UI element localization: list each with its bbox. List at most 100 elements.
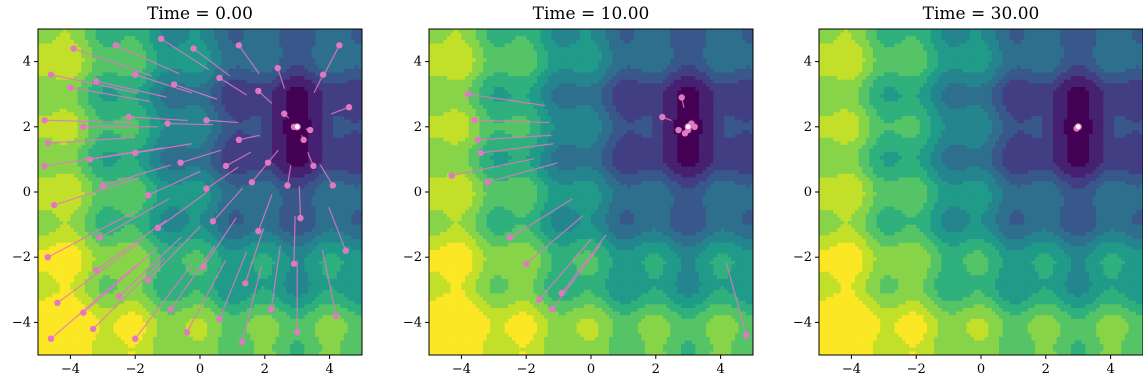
particle-point (235, 42, 243, 49)
particle-trail (115, 44, 180, 75)
y-tick-label: −4 (793, 315, 812, 330)
x-tick-label: 4 (716, 362, 724, 377)
y-tick-label: 4 (23, 55, 31, 70)
particle-point (274, 64, 281, 72)
particle-point (167, 306, 175, 313)
particle-point (70, 45, 77, 52)
contour-background (38, 29, 362, 355)
particle-trail (186, 260, 227, 333)
particle-trail (525, 215, 584, 265)
particle-trail (44, 151, 134, 167)
particle-point (294, 328, 301, 336)
y-tick-label: −2 (12, 250, 31, 265)
x-tick-label: 0 (196, 362, 204, 377)
particle-point (44, 139, 51, 147)
particle-trail (241, 266, 262, 343)
particle-point (115, 293, 123, 300)
particle-point (484, 179, 491, 186)
particle-trail (509, 198, 573, 239)
particle-point (67, 84, 74, 91)
particle-trail (170, 245, 216, 310)
particle-point (112, 42, 119, 49)
particle-trail (135, 143, 192, 154)
particle-trail (173, 83, 218, 100)
particle-point (300, 136, 307, 144)
particle-trail (57, 240, 142, 304)
x-tick-label: 4 (325, 362, 333, 377)
particle-point (235, 136, 243, 144)
particle-point (216, 315, 223, 323)
particle-point (678, 94, 685, 101)
particle-point (238, 338, 246, 346)
particle-trail (321, 249, 337, 317)
particle-point (170, 81, 178, 88)
particle-trail (238, 44, 260, 75)
particle-point (183, 328, 191, 336)
x-tick-label: 2 (652, 362, 660, 377)
particle-trail (47, 136, 136, 144)
particle-point (548, 306, 556, 313)
particle-point (329, 182, 337, 189)
particle-trail (218, 251, 248, 320)
particle-trail (270, 245, 281, 310)
particle-trail (561, 234, 607, 294)
particle-point (144, 192, 152, 199)
y-tick-label: 2 (804, 120, 812, 135)
particle-point (659, 113, 666, 121)
x-tick-label: 0 (587, 362, 595, 377)
particle-trail (118, 236, 182, 297)
particle-trail (487, 162, 558, 183)
y-tick-label: 0 (414, 185, 422, 200)
particle-point (144, 276, 152, 284)
particle-trail (54, 177, 140, 206)
x-tick-label: 2 (1042, 362, 1050, 377)
particle-trail (128, 116, 188, 122)
particle-point (209, 218, 217, 225)
x-tick-label: −2 (517, 362, 536, 377)
particle-trail (95, 219, 167, 271)
x-tick-label: −2 (126, 362, 145, 377)
particle-point (44, 254, 51, 261)
particle-point (255, 87, 262, 95)
particle-point (242, 280, 249, 287)
particle-point (51, 201, 58, 209)
particle-point (157, 35, 165, 42)
particle-point (132, 335, 139, 342)
particle-point (345, 104, 353, 111)
particle-point (268, 306, 275, 313)
particle-trail (480, 143, 554, 154)
particle-point (284, 182, 291, 189)
particle-trail (102, 164, 172, 187)
particle-point (310, 162, 317, 170)
particle-point (471, 117, 478, 124)
particle-point (41, 162, 48, 170)
particle-trail (70, 87, 150, 102)
particle-point (216, 74, 223, 82)
particle-trail (319, 164, 334, 186)
x-tick-label: 4 (1106, 362, 1114, 377)
x-tick-label: −4 (452, 362, 471, 377)
particle-trail (451, 157, 535, 177)
panel-title: Time = 10.00 (429, 4, 753, 24)
particle-point (342, 247, 349, 254)
particle-trail (251, 162, 269, 183)
particle-trail (92, 257, 165, 330)
particle-point (164, 120, 171, 127)
particle-trail (135, 74, 193, 94)
particle-trail (725, 262, 748, 336)
contour-background (819, 29, 1143, 355)
x-tick-label: −4 (61, 362, 80, 377)
particle-trail (202, 217, 237, 268)
particle-point (255, 227, 262, 235)
particle-trail (193, 48, 231, 77)
particle-trail (277, 67, 286, 89)
particle-trail (50, 264, 138, 340)
x-tick-label: −4 (842, 362, 861, 377)
particles (41, 35, 353, 346)
y-tick-label: 4 (804, 55, 812, 70)
particle-trail (212, 187, 243, 222)
particle-point (80, 309, 87, 316)
particle-point (203, 117, 210, 124)
particle-point (54, 299, 61, 307)
